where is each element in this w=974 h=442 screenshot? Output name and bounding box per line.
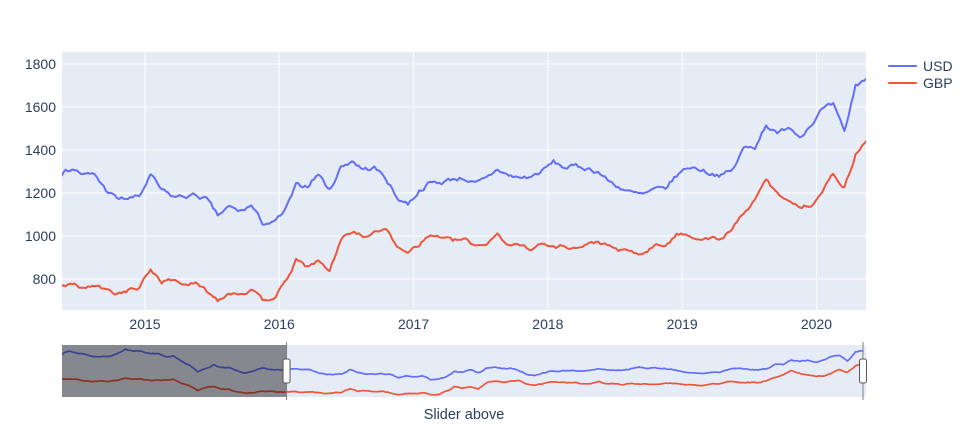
legend-label-gbp: GBP: [923, 74, 953, 91]
rangeslider-handle-left[interactable]: [282, 358, 291, 384]
y-tick-label: 1000: [24, 228, 56, 245]
gbp-line-rangeslider: [62, 362, 864, 396]
y-tick-label: 1600: [24, 99, 56, 116]
x-tick-label: 2015: [129, 316, 161, 332]
usd-line: [62, 77, 866, 226]
usd-line-sample-icon: [888, 64, 917, 67]
rangeslider-handle-right[interactable]: [859, 358, 868, 384]
usd-line-rangeslider: [62, 348, 864, 381]
x-tick-label: 2019: [666, 316, 698, 332]
gbp-line-sample-icon: [888, 81, 917, 84]
x-tick-label: 2018: [532, 316, 564, 332]
x-tick-label: 2020: [800, 316, 833, 332]
x-tick-label: 2017: [397, 316, 430, 332]
y-tick-label: 800: [32, 271, 56, 288]
legend-item-usd[interactable]: USD: [888, 57, 953, 74]
gbp-line: [62, 139, 866, 303]
rangeslider-mask[interactable]: [62, 345, 287, 397]
legend-item-gbp[interactable]: GBP: [888, 74, 953, 91]
x-tick-label: 2016: [263, 316, 295, 332]
y-tick-label: 1400: [24, 142, 56, 159]
plot-area[interactable]: [62, 52, 866, 310]
y-tick-label: 1200: [24, 185, 56, 202]
x-axis-title: Slider above: [423, 407, 505, 423]
legend-label-usd: USD: [923, 57, 953, 74]
y-tick-label: 1800: [24, 56, 56, 73]
legend: USD GBP: [888, 57, 953, 91]
